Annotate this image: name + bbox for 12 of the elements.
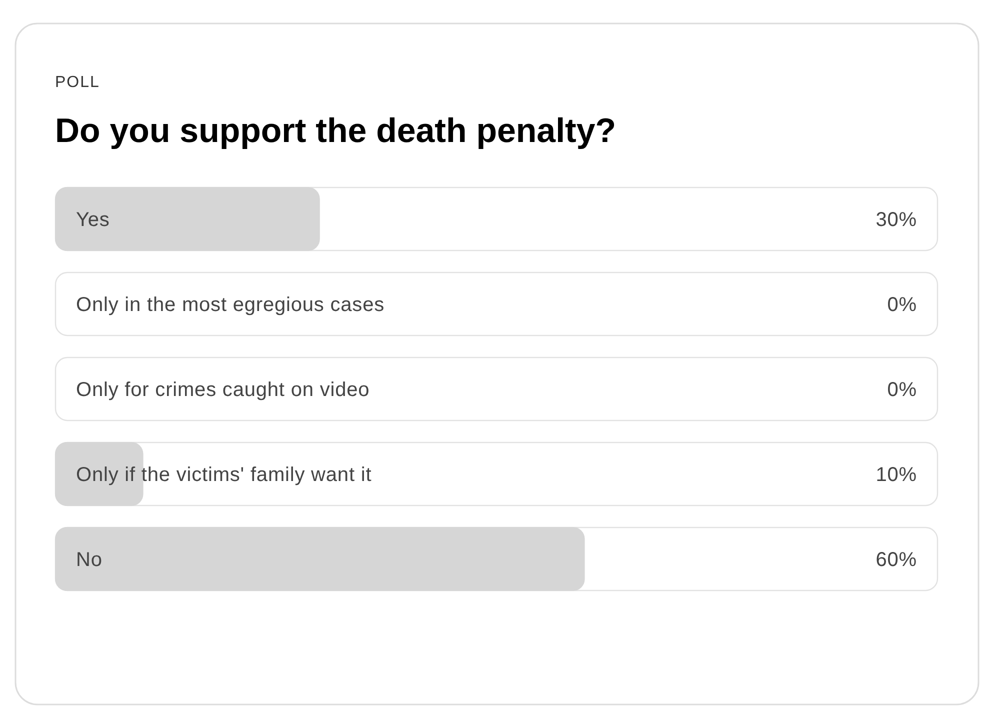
y-tick-label: Only in the most egregious cases xyxy=(76,294,385,316)
y-tick-label: No xyxy=(76,549,102,571)
y-tick-label: Only for crimes caught on video xyxy=(76,379,370,401)
data-label: 0% xyxy=(887,294,917,316)
data-label: 0% xyxy=(887,379,917,401)
data-label: 10% xyxy=(876,464,917,486)
text: POLL xyxy=(55,74,100,91)
chart-title: Do you support the death penalty? xyxy=(55,112,616,150)
y-tick-label: Only if the victims' family want it xyxy=(76,464,372,486)
data-label: 60% xyxy=(876,549,917,571)
data-label: 30% xyxy=(876,209,917,231)
y-tick-label: Yes xyxy=(76,209,110,231)
